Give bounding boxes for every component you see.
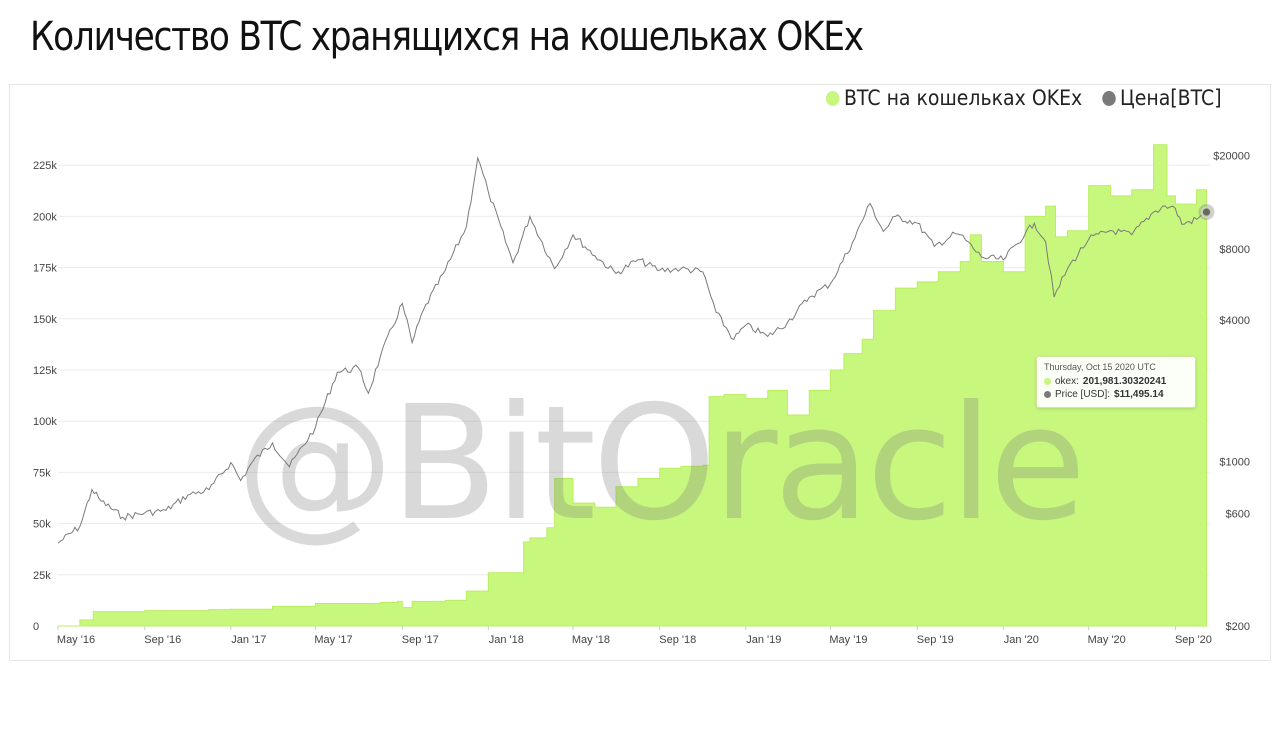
page-title: Количество BTC хранящихся на кошельках O… <box>30 14 864 60</box>
y-left-tick-label: 200k <box>33 211 57 223</box>
tooltip-dot-okex <box>1044 378 1051 385</box>
y-left-tick-label: 125k <box>33 365 57 377</box>
x-tick-label: May '16 <box>57 634 95 646</box>
y-right-tick-label: $20000 <box>1213 150 1250 162</box>
y-left-tick-label: 150k <box>33 314 57 326</box>
tooltip-row-price: Price [USD]: $11,495.14 <box>1044 388 1188 401</box>
hover-markers <box>1198 204 1215 221</box>
y-left-tick-label: 75k <box>33 467 51 479</box>
y-right-tick-label: $600 <box>1226 509 1250 521</box>
chart-tooltip: Thursday, Oct 15 2020 UTC okex: 201,981.… <box>1036 356 1196 408</box>
legend-dot-okex <box>826 90 840 106</box>
okex-area-series <box>58 144 1207 627</box>
y-left-tick-label: 50k <box>33 519 51 531</box>
x-tick-label: Jan '18 <box>489 634 524 646</box>
x-tick-label: May '20 <box>1088 634 1126 646</box>
x-tick-label: Jan '17 <box>231 634 266 646</box>
tooltip-dot-price <box>1044 391 1051 398</box>
price-line <box>57 156 1207 544</box>
tooltip-label-okex: okex: <box>1055 376 1079 387</box>
price-line-series <box>57 156 1207 544</box>
tooltip-label-price: Price [USD]: <box>1055 389 1111 400</box>
chart-frame <box>9 84 1271 661</box>
axis-ticks: 0 25k 50k 75k 100k 125k 150k 175k 200k 225k $200 $6… <box>33 150 1250 646</box>
legend-label-okex: BTC на кошельках OKEx <box>844 86 1083 110</box>
x-tick-label: May '19 <box>829 634 867 646</box>
chart-legend: BTC на кошельках OKEx Цена[BTC] <box>826 86 1222 110</box>
x-tick-label: Jan '19 <box>746 634 781 646</box>
tooltip-date: Thursday, Oct 15 2020 UTC <box>1044 362 1156 372</box>
tooltip-value-okex: 201,981.30320241 <box>1082 376 1167 387</box>
x-tick-label: Sep '17 <box>402 634 439 646</box>
tooltip-row-okex: okex: 201,981.30320241 <box>1044 375 1188 388</box>
x-tick-label: Sep '16 <box>144 634 181 646</box>
x-tick-label: May '17 <box>314 634 352 646</box>
x-tick-label: Jan '20 <box>1004 634 1039 646</box>
x-tick-label: May '18 <box>572 634 610 646</box>
x-tick-label: Sep '19 <box>917 634 954 646</box>
legend-item-price[interactable]: Цена[BTC] <box>1102 86 1222 110</box>
y-left-tick-label: 25k <box>33 570 51 582</box>
y-left-tick-label: 225k <box>33 160 57 172</box>
x-tick-label: Sep '20 <box>1175 634 1212 646</box>
price-hover-marker <box>1202 208 1210 216</box>
okex-area <box>58 144 1207 627</box>
legend-item-okex[interactable]: BTC на кошельках OKEx <box>826 86 1083 110</box>
legend-label-price: Цена[BTC] <box>1120 86 1222 110</box>
y-left-tick-label: 175k <box>33 263 57 275</box>
y-right-tick-label: $200 <box>1226 621 1250 633</box>
y-left-tick-label: 100k <box>33 416 57 428</box>
legend-dot-price <box>1102 90 1116 106</box>
y-left-tick-label: 0 <box>33 621 39 633</box>
x-tick-label: Sep '18 <box>659 634 696 646</box>
y-right-tick-label: $4000 <box>1219 315 1250 327</box>
y-right-tick-label: $8000 <box>1219 244 1250 256</box>
y-right-tick-label: $1000 <box>1219 457 1250 469</box>
tooltip-value-price: $11,495.14 <box>1114 389 1164 400</box>
